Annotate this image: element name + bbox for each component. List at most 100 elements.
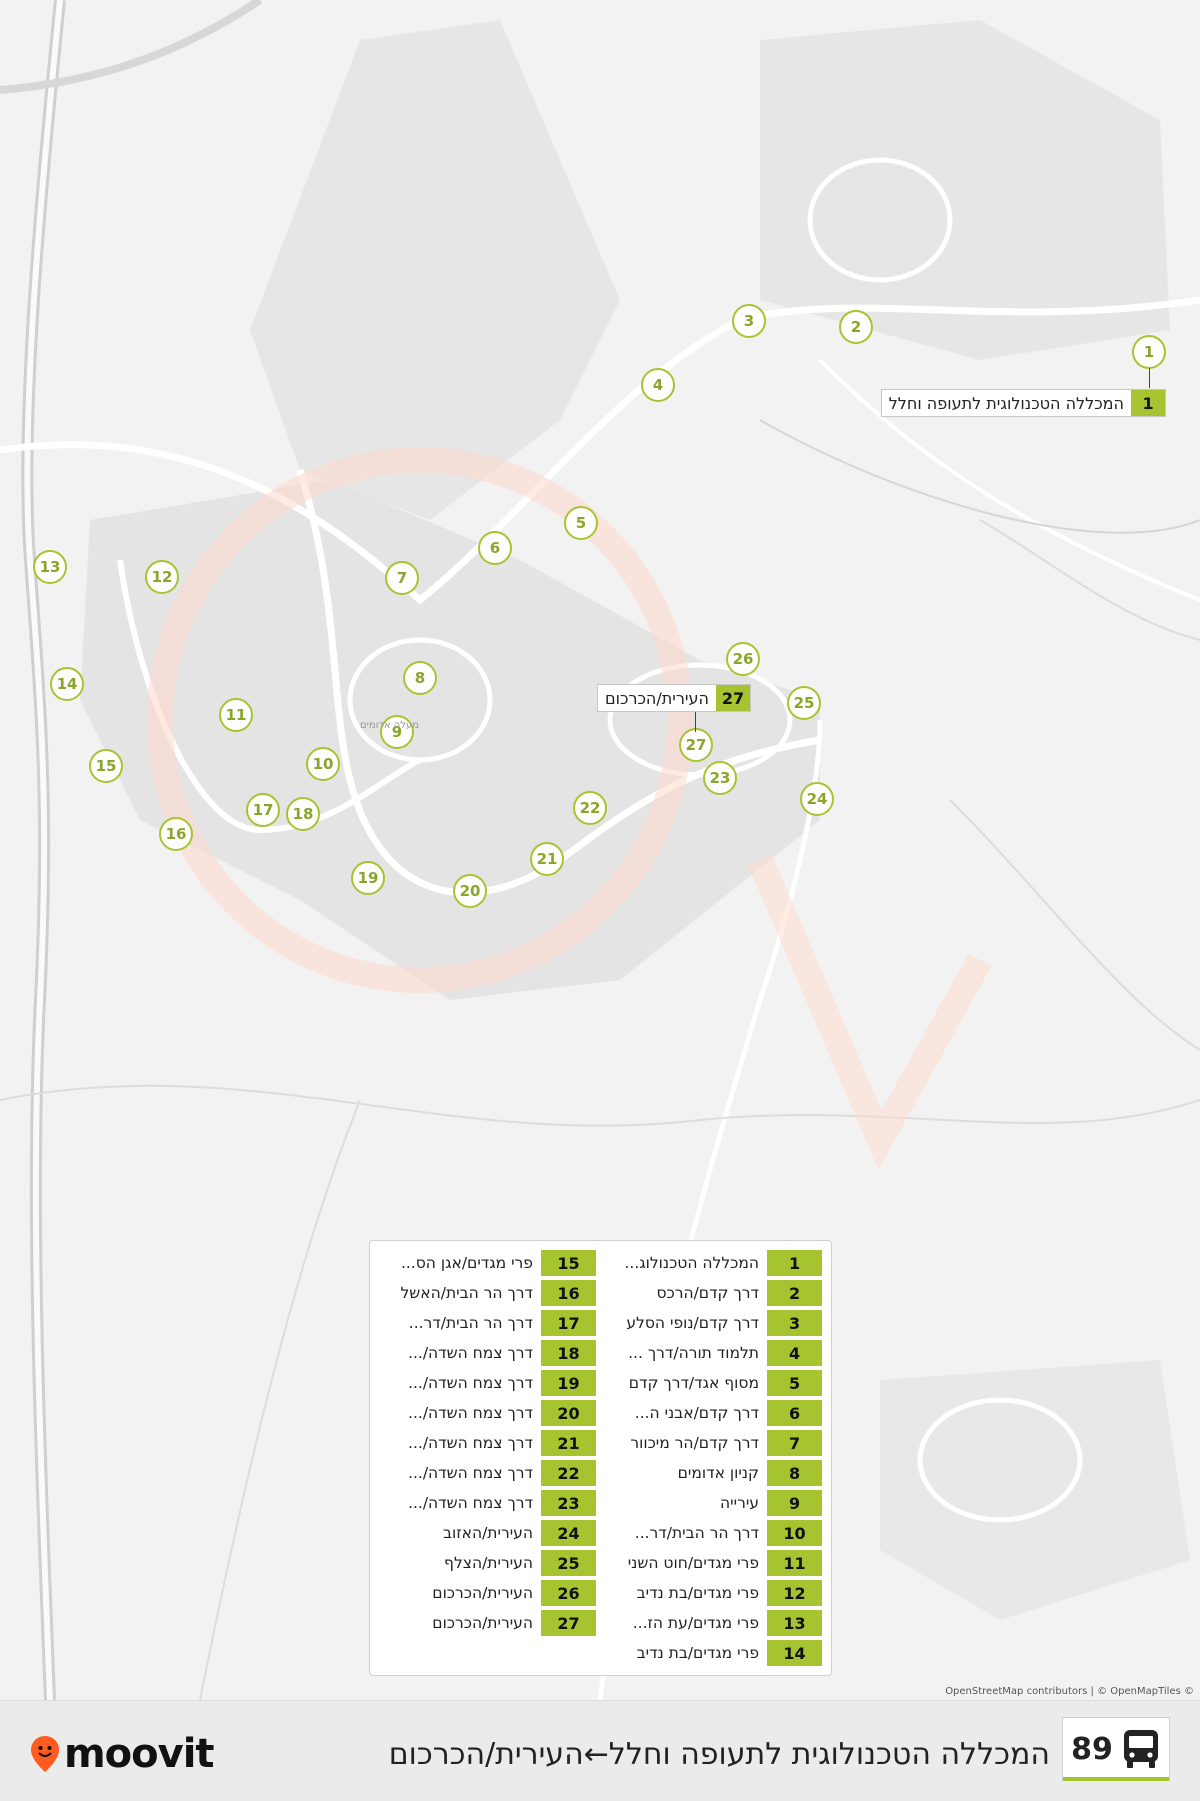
legend-stop-number: 15: [541, 1250, 596, 1276]
legend-stop-name: העירית/הכרכום: [432, 1584, 533, 1602]
stop-marker-11[interactable]: 11: [219, 698, 253, 732]
legend-stop-number: 13: [767, 1610, 822, 1636]
legend-row-11[interactable]: 11 פרי מגדים/חוט השני: [599, 1550, 822, 1576]
legend-stop-number: 20: [541, 1400, 596, 1426]
callout-last-number: 27: [715, 685, 750, 711]
stop-marker-22[interactable]: 22: [573, 791, 607, 825]
legend-row-13[interactable]: 13 פרי מגדים/עת הז...: [599, 1610, 822, 1636]
callout-first-stop[interactable]: 1 המכללה הטכנולוגית לתעופה וחלל: [880, 389, 1166, 417]
legend-row-27[interactable]: 27 העירית/הכרכום: [373, 1610, 596, 1636]
legend-row-4[interactable]: 4 תלמוד תורה/דרך ...: [599, 1340, 822, 1366]
stop-marker-4[interactable]: 4: [641, 368, 675, 402]
stop-marker-1[interactable]: 1: [1132, 335, 1166, 369]
legend-stop-number: 8: [767, 1460, 822, 1486]
route-badge[interactable]: 89: [1062, 1717, 1170, 1781]
stop-marker-14[interactable]: 14: [50, 667, 84, 701]
callout-last-name: העירית/הכרכום: [605, 688, 709, 708]
legend-stop-name: דרך צמח השדה/...: [408, 1494, 533, 1512]
legend-stop-number: 25: [541, 1550, 596, 1576]
callout-leader-first: [1149, 368, 1150, 388]
callout-last-stop[interactable]: 27 העירית/הכרכום: [597, 684, 751, 712]
legend-stop-number: 3: [767, 1310, 822, 1336]
stop-marker-7[interactable]: 7: [385, 561, 419, 595]
legend-row-24[interactable]: 24 העירית/האזוב: [373, 1520, 596, 1546]
legend-stop-name: דרך קדם/נופי הסלע: [626, 1314, 759, 1332]
legend-stop-number: 11: [767, 1550, 822, 1576]
moovit-logo[interactable]: moovit: [30, 1731, 215, 1777]
legend-stop-number: 2: [767, 1280, 822, 1306]
legend-row-22[interactable]: 22 דרך צמח השדה/...: [373, 1460, 596, 1486]
legend-row-16[interactable]: 16 דרך הר הבית/האשל: [373, 1280, 596, 1306]
legend-stop-name: דרך צמח השדה/...: [408, 1344, 533, 1362]
legend-row-19[interactable]: 19 דרך צמח השדה/...: [373, 1370, 596, 1396]
legend-row-18[interactable]: 18 דרך צמח השדה/...: [373, 1340, 596, 1366]
legend-stop-name: דרך צמח השדה/...: [408, 1374, 533, 1392]
route-title: המכללה הטכנולוגית לתעופה וחלל←העירית/הכר…: [388, 1737, 1050, 1772]
legend-row-21[interactable]: 21 דרך צמח השדה/...: [373, 1430, 596, 1456]
legend-stop-name: העירית/הצלף: [444, 1554, 533, 1572]
stop-marker-18[interactable]: 18: [286, 797, 320, 831]
stop-marker-26[interactable]: 26: [726, 642, 760, 676]
legend-row-23[interactable]: 23 דרך צמח השדה/...: [373, 1490, 596, 1516]
stop-marker-5[interactable]: 5: [564, 506, 598, 540]
stop-marker-17[interactable]: 17: [246, 793, 280, 827]
legend-row-2[interactable]: 2 דרך קדם/הרכס: [599, 1280, 822, 1306]
legend-stop-name: דרך צמח השדה/...: [408, 1404, 533, 1422]
legend-row-8[interactable]: 8 קניון אדומים: [599, 1460, 822, 1486]
footer-bar: moovit המכללה הטכנולוגית לתעופה וחלל←העי…: [0, 1700, 1200, 1801]
legend-stop-name: דרך קדם/אבני ה...: [634, 1404, 759, 1422]
legend-stop-name: דרך הר הבית/דר...: [408, 1314, 533, 1332]
stop-marker-27[interactable]: 27: [679, 728, 713, 762]
legend-stop-name: פרי מגדים/בת נדיב: [636, 1644, 759, 1662]
legend-stop-name: העירית/הכרכום: [432, 1614, 533, 1632]
legend-row-26[interactable]: 26 העירית/הכרכום: [373, 1580, 596, 1606]
legend-stop-number: 4: [767, 1340, 822, 1366]
stop-marker-9[interactable]: 9: [380, 715, 414, 749]
stop-marker-13[interactable]: 13: [33, 550, 67, 584]
legend-row-17[interactable]: 17 דרך הר הבית/דר...: [373, 1310, 596, 1336]
legend-row-5[interactable]: 5 מסוף אגד/דרך קדם: [599, 1370, 822, 1396]
legend-row-6[interactable]: 6 דרך קדם/אבני ה...: [599, 1400, 822, 1426]
legend-row-9[interactable]: 9 עירייה: [599, 1490, 822, 1516]
legend-row-15[interactable]: 15 פרי מגדים/אגן הס...: [373, 1250, 596, 1276]
legend-stop-name: פרי מגדים/חוט השני: [627, 1554, 759, 1572]
legend-stop-name: פרי מגדים/אגן הס...: [400, 1254, 533, 1272]
legend-stop-number: 17: [541, 1310, 596, 1336]
moovit-wordmark: moovit: [64, 1731, 215, 1777]
stop-marker-6[interactable]: 6: [478, 531, 512, 565]
legend-stop-number: 21: [541, 1430, 596, 1456]
legend-stop-number: 10: [767, 1520, 822, 1546]
legend-row-25[interactable]: 25 העירית/הצלף: [373, 1550, 596, 1576]
stop-marker-2[interactable]: 2: [839, 310, 873, 344]
legend-stop-number: 16: [541, 1280, 596, 1306]
stop-marker-25[interactable]: 25: [787, 686, 821, 720]
stop-marker-24[interactable]: 24: [800, 782, 834, 816]
legend-stop-number: 22: [541, 1460, 596, 1486]
legend-stop-number: 23: [541, 1490, 596, 1516]
legend-stop-number: 19: [541, 1370, 596, 1396]
stop-marker-10[interactable]: 10: [306, 747, 340, 781]
legend-row-3[interactable]: 3 דרך קדם/נופי הסלע: [599, 1310, 822, 1336]
legend-stop-number: 7: [767, 1430, 822, 1456]
legend-stop-name: פרי מגדים/עת הז...: [632, 1614, 759, 1632]
legend-row-14[interactable]: 14 פרי מגדים/בת נדיב: [599, 1640, 822, 1666]
stop-marker-15[interactable]: 15: [89, 749, 123, 783]
legend-stop-name: קניון אדומים: [677, 1464, 759, 1482]
stop-marker-12[interactable]: 12: [145, 560, 179, 594]
legend-stop-name: דרך צמח השדה/...: [408, 1464, 533, 1482]
map-attribution[interactable]: OpenStreetMap contributors | © OpenMapTi…: [945, 1686, 1194, 1697]
legend-row-12[interactable]: 12 פרי מגדים/בת נדיב: [599, 1580, 822, 1606]
stop-marker-19[interactable]: 19: [351, 861, 385, 895]
legend-row-7[interactable]: 7 דרך קדם/הר מיכוור: [599, 1430, 822, 1456]
stop-marker-8[interactable]: 8: [403, 661, 437, 695]
legend-row-10[interactable]: 10 דרך הר הבית/דר...: [599, 1520, 822, 1546]
stop-marker-23[interactable]: 23: [703, 761, 737, 795]
stop-marker-21[interactable]: 21: [530, 842, 564, 876]
legend-row-20[interactable]: 20 דרך צמח השדה/...: [373, 1400, 596, 1426]
legend-stop-name: העירית/האזוב: [443, 1524, 533, 1542]
stop-marker-3[interactable]: 3: [732, 304, 766, 338]
legend-row-1[interactable]: 1 המכללה הטכנולוג...: [599, 1250, 822, 1276]
legend-stop-number: 6: [767, 1400, 822, 1426]
stop-marker-20[interactable]: 20: [453, 874, 487, 908]
stop-marker-16[interactable]: 16: [159, 817, 193, 851]
